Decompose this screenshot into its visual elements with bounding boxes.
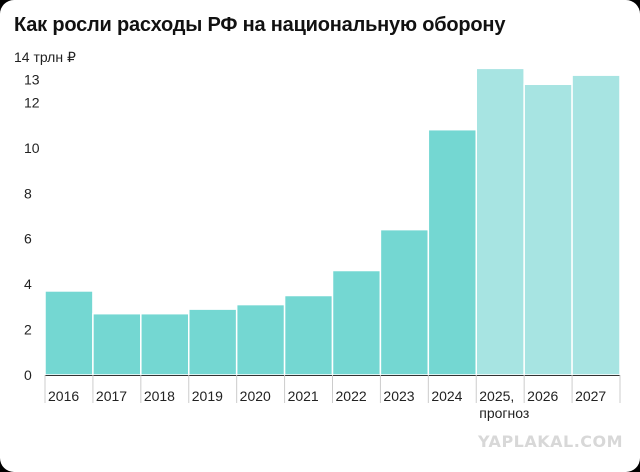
bar <box>571 74 621 376</box>
y-unit-label: 14 трлн ₽ <box>14 49 76 65</box>
x-tick-label: 2018 <box>144 388 175 404</box>
chart-title: Как росли расходы РФ на национальную обо… <box>14 14 506 36</box>
bar <box>427 128 478 376</box>
bar <box>475 67 525 376</box>
x-tick-label: 2019 <box>192 388 223 404</box>
bar <box>523 83 573 376</box>
y-tick-label: 13 <box>24 72 40 88</box>
y-tick-label: 12 <box>24 94 40 110</box>
x-tick-label: 2020 <box>240 388 271 404</box>
bar <box>92 312 142 376</box>
y-tick-label: 6 <box>24 231 32 247</box>
bar <box>379 228 430 376</box>
watermark-logo: YAPLAKAL.COM <box>478 432 624 451</box>
bar <box>140 312 190 376</box>
y-tick-label: 8 <box>24 185 32 201</box>
x-tick-label: 2022 <box>336 388 367 404</box>
x-tick-label: 2027 <box>575 388 606 404</box>
x-tick-label: 2017 <box>96 388 127 404</box>
bar <box>188 308 238 376</box>
bar <box>283 294 334 376</box>
x-tick-label: 2021 <box>288 388 319 404</box>
y-tick-label: 4 <box>24 276 32 292</box>
y-tick-label: 0 <box>24 367 32 383</box>
x-tick-label: 2023 <box>383 388 414 404</box>
x-tick-label: 2025, прогноз <box>479 388 529 421</box>
x-tick-label: 2016 <box>48 388 79 404</box>
y-tick-label: 10 <box>24 140 40 156</box>
x-tick-label: 2024 <box>431 388 462 404</box>
y-tick-label: 2 <box>24 322 32 338</box>
bar <box>331 269 382 376</box>
x-tick-label: 2026 <box>527 388 558 404</box>
bar <box>235 303 286 376</box>
bar <box>44 290 94 376</box>
